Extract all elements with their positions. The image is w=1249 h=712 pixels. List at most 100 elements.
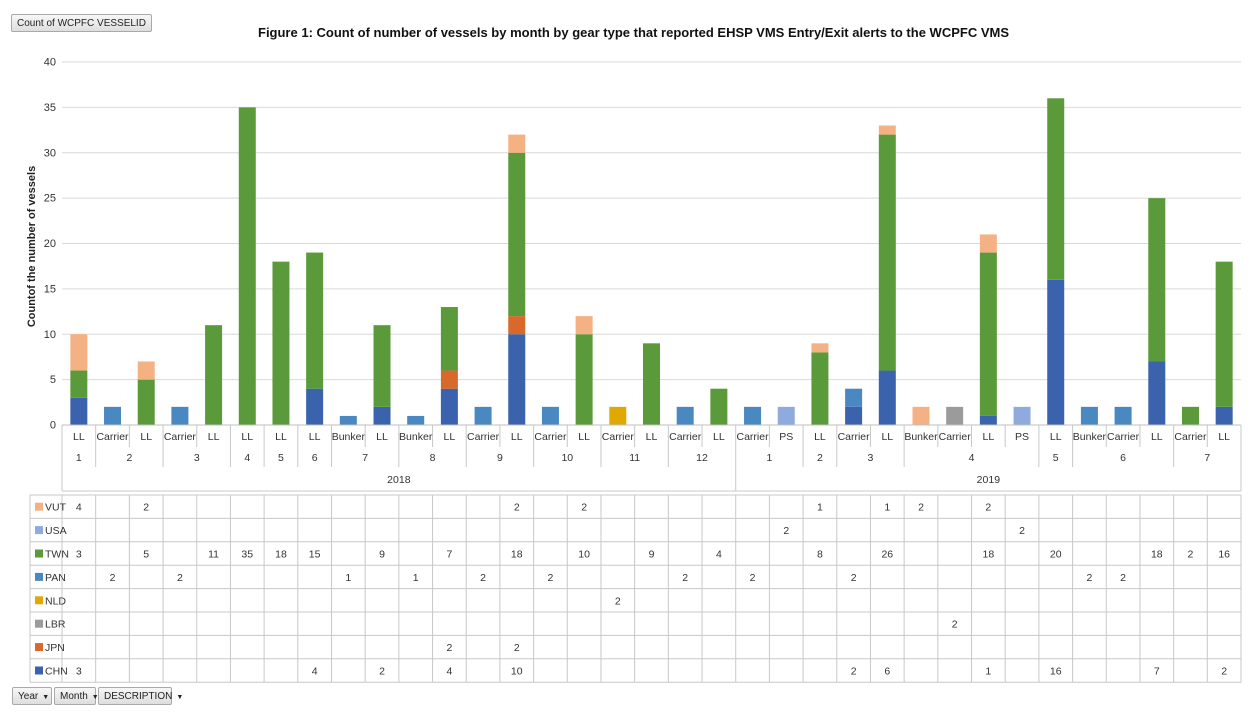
bar-segment-twn — [710, 388, 728, 425]
data-cell-chn: 1 — [985, 666, 991, 678]
bar-segment-pan — [744, 406, 762, 425]
bar-segment-vut — [912, 406, 930, 425]
data-cell-twn: 18 — [1151, 549, 1163, 561]
gear-tick-label: Bunker — [399, 431, 433, 443]
month-tick-label: 4 — [969, 452, 975, 464]
data-cell-twn: 10 — [578, 549, 590, 561]
month-tick-label: 3 — [194, 452, 200, 464]
gear-tick-label: Bunker — [1073, 431, 1107, 443]
data-cell-twn: 26 — [881, 549, 893, 561]
legend-label-chn: CHN — [45, 666, 68, 678]
chart-title: Figure 1: Count of number of vessels by … — [258, 25, 1009, 40]
bar-segment-pan — [1114, 406, 1132, 425]
bar-segment-twn — [440, 307, 458, 371]
data-cell-twn: 16 — [1218, 549, 1230, 561]
bar-segment-twn — [137, 379, 155, 425]
y-tick-label: 40 — [44, 57, 56, 69]
bar-segment-pan — [845, 388, 863, 407]
value-field-button[interactable]: Count of WCPFC VESSELID — [11, 14, 152, 32]
description-filter-button[interactable]: DESCRIPTION ▼ — [98, 687, 183, 705]
y-tick-label: 30 — [44, 147, 56, 159]
data-cell-twn: 4 — [716, 549, 722, 561]
data-cell-chn: 2 — [851, 666, 857, 678]
month-tick-label: 3 — [868, 452, 874, 464]
bar-segment-twn — [979, 252, 997, 416]
data-cell-pan: 2 — [177, 572, 183, 584]
data-cell-usa: 2 — [783, 525, 789, 537]
bar-segment-twn — [508, 152, 526, 317]
bar-segment-chn — [373, 406, 391, 425]
bar-segment-chn — [845, 406, 863, 425]
bar-segment-twn — [205, 325, 223, 425]
legend-label-twn: TWN — [45, 549, 69, 561]
bar-segment-vut — [979, 234, 997, 253]
month-tick-label: 8 — [430, 452, 436, 464]
gear-tick-label: Carrier — [96, 431, 129, 443]
bar-segment-twn — [306, 252, 324, 389]
bar-segment-twn — [878, 134, 896, 371]
bar-segment-chn — [878, 370, 896, 425]
month-tick-label: 11 — [629, 452, 640, 464]
bar-segment-pan — [104, 406, 122, 425]
gear-tick-label: Carrier — [669, 431, 702, 443]
bar-segment-twn — [643, 343, 660, 425]
data-cell-vut: 2 — [514, 502, 520, 514]
legend-swatch-pan — [35, 572, 43, 581]
gear-tick-label: Carrier — [534, 431, 567, 443]
bar-segment-usa — [1013, 406, 1031, 425]
year-filter-button[interactable]: Year ▼ — [12, 687, 52, 705]
bar-segment-nld — [609, 406, 627, 425]
data-cell-twn: 11 — [208, 549, 219, 561]
gear-tick-label: LL — [444, 431, 456, 443]
gear-tick-label: LL — [73, 431, 85, 443]
data-cell-chn: 2 — [379, 666, 385, 678]
gear-tick-label: LL — [511, 431, 523, 443]
month-tick-label: 6 — [1120, 452, 1126, 464]
bar-segment-lbr — [946, 406, 964, 425]
y-tick-label: 10 — [44, 329, 56, 341]
data-cell-twn: 3 — [76, 549, 82, 561]
bar-segment-twn — [1215, 261, 1233, 407]
bar-segment-pan — [339, 415, 357, 425]
data-cell-vut: 2 — [581, 502, 587, 514]
bar-segment-chn — [508, 334, 526, 425]
bar-segment-twn — [1181, 406, 1199, 425]
month-tick-label: 6 — [312, 452, 318, 464]
bar-segment-twn — [70, 370, 88, 398]
bar-segment-twn — [811, 352, 829, 425]
data-cell-vut: 1 — [884, 502, 890, 514]
month-tick-label: 5 — [1053, 452, 1059, 464]
y-tick-label: 35 — [44, 102, 56, 114]
legend-label-nld: NLD — [45, 595, 66, 607]
data-cell-twn: 18 — [511, 549, 523, 561]
legend-swatch-chn — [35, 666, 43, 675]
data-cell-chn: 3 — [76, 666, 82, 678]
data-cell-chn: 10 — [511, 666, 523, 678]
data-cell-twn: 18 — [275, 549, 287, 561]
bar-segment-pan — [407, 415, 425, 425]
data-cell-pan: 1 — [413, 572, 419, 584]
data-cell-twn: 9 — [649, 549, 655, 561]
bar-segment-chn — [306, 388, 324, 425]
data-cell-chn: 7 — [1154, 666, 1160, 678]
gear-tick-label: PS — [779, 431, 793, 443]
bar-segment-chn — [1047, 279, 1065, 425]
gear-tick-label: LL — [713, 431, 725, 443]
data-cell-chn: 16 — [1050, 666, 1062, 678]
gear-tick-label: LL — [140, 431, 152, 443]
gear-tick-label: LL — [983, 431, 995, 443]
data-cell-twn: 15 — [309, 549, 321, 561]
data-cell-vut: 1 — [817, 502, 823, 514]
data-cell-pan: 2 — [1086, 572, 1092, 584]
bar-segment-pan — [171, 406, 189, 425]
month-tick-label: 1 — [766, 452, 772, 464]
legend-swatch-usa — [35, 526, 43, 535]
data-cell-vut: 4 — [76, 502, 82, 514]
data-cell-pan: 2 — [548, 572, 554, 584]
year-filter-label: Year — [18, 691, 39, 702]
y-tick-label: 15 — [44, 283, 56, 295]
month-tick-label: 5 — [278, 452, 284, 464]
month-filter-button[interactable]: Month ▼ — [54, 687, 99, 705]
month-tick-label: 10 — [561, 452, 573, 464]
